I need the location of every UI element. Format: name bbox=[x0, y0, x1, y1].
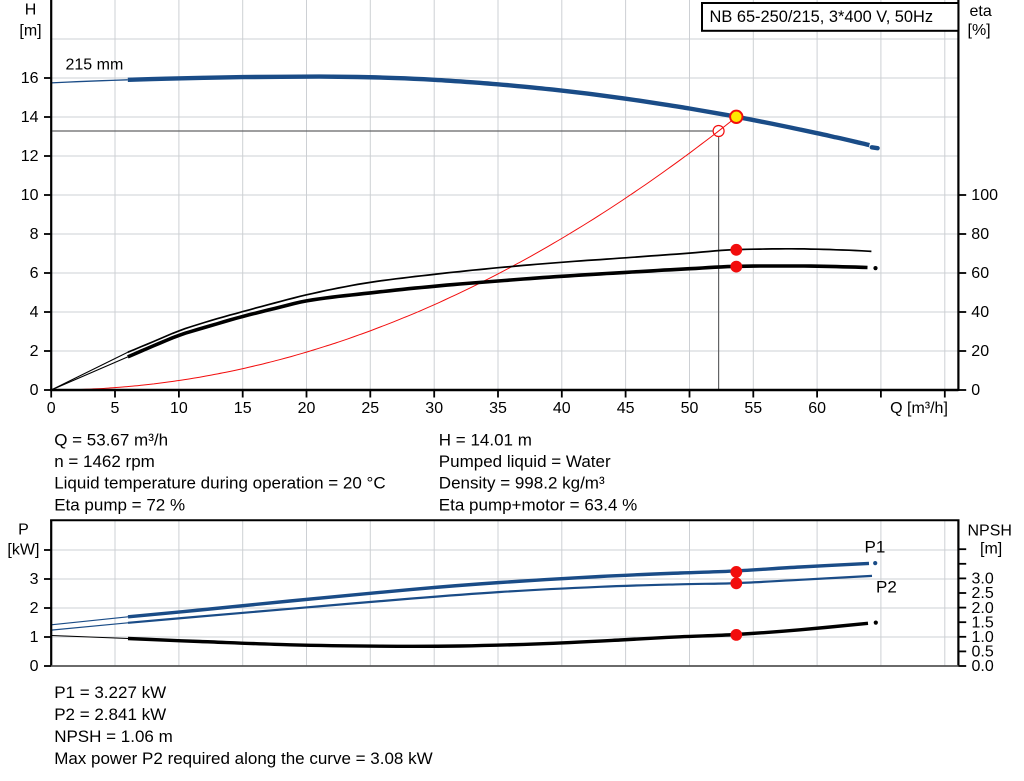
svg-text:[kW]: [kW] bbox=[7, 542, 39, 559]
svg-text:40: 40 bbox=[553, 400, 571, 417]
svg-text:H = 14.01 m: H = 14.01 m bbox=[439, 430, 532, 449]
svg-text:3.0: 3.0 bbox=[972, 571, 994, 588]
svg-text:30: 30 bbox=[425, 400, 443, 417]
svg-text:Liquid temperature during oper: Liquid temperature during operation = 20… bbox=[54, 474, 385, 493]
svg-text:2: 2 bbox=[30, 343, 39, 360]
svg-text:P1 = 3.227 kW: P1 = 3.227 kW bbox=[54, 683, 166, 702]
svg-text:5: 5 bbox=[111, 400, 120, 417]
svg-text:0.5: 0.5 bbox=[972, 644, 994, 661]
svg-text:8: 8 bbox=[30, 226, 39, 243]
svg-text:50: 50 bbox=[681, 400, 699, 417]
svg-text:100: 100 bbox=[971, 187, 998, 204]
svg-text:2: 2 bbox=[30, 600, 39, 617]
svg-text:NPSH = 1.06 m: NPSH = 1.06 m bbox=[54, 727, 173, 746]
svg-text:15: 15 bbox=[234, 400, 252, 417]
svg-text:20: 20 bbox=[971, 343, 989, 360]
svg-text:[%]: [%] bbox=[968, 22, 991, 39]
svg-text:0: 0 bbox=[47, 400, 56, 417]
svg-text:[m]: [m] bbox=[19, 23, 41, 40]
svg-text:Eta pump+motor = 63.4 %: Eta pump+motor = 63.4 % bbox=[439, 495, 637, 514]
svg-text:0: 0 bbox=[30, 382, 39, 399]
svg-text:Density = 998.2 kg/m³: Density = 998.2 kg/m³ bbox=[439, 474, 605, 493]
svg-text:4: 4 bbox=[30, 304, 39, 321]
svg-text:60: 60 bbox=[971, 265, 989, 282]
svg-text:40: 40 bbox=[971, 304, 989, 321]
svg-text:12: 12 bbox=[21, 148, 39, 165]
svg-text:0: 0 bbox=[971, 382, 980, 399]
svg-text:2.0: 2.0 bbox=[972, 600, 994, 617]
svg-text:3: 3 bbox=[30, 571, 39, 588]
svg-text:1.5: 1.5 bbox=[972, 614, 994, 631]
svg-text:2.5: 2.5 bbox=[972, 585, 994, 602]
svg-text:80: 80 bbox=[971, 226, 989, 243]
svg-text:Q = 53.67 m³/h: Q = 53.67 m³/h bbox=[54, 430, 168, 449]
svg-text:1: 1 bbox=[30, 629, 39, 646]
svg-text:55: 55 bbox=[744, 400, 762, 417]
svg-text:Pumped liquid = Water: Pumped liquid = Water bbox=[439, 452, 611, 471]
svg-text:P2 = 2.841 kW: P2 = 2.841 kW bbox=[54, 705, 166, 724]
svg-text:P: P bbox=[18, 522, 29, 539]
svg-text:Eta pump = 72 %: Eta pump = 72 % bbox=[54, 495, 185, 514]
svg-text:Q [m³/h]: Q [m³/h] bbox=[890, 400, 948, 417]
svg-text:25: 25 bbox=[361, 400, 379, 417]
svg-text:35: 35 bbox=[489, 400, 507, 417]
svg-text:6: 6 bbox=[30, 265, 39, 282]
svg-text:16: 16 bbox=[21, 70, 39, 87]
svg-text:10: 10 bbox=[21, 187, 39, 204]
svg-text:14: 14 bbox=[21, 109, 39, 126]
svg-text:215 mm: 215 mm bbox=[66, 57, 124, 74]
svg-text:0.0: 0.0 bbox=[972, 658, 994, 675]
svg-text:n = 1462 rpm: n = 1462 rpm bbox=[54, 452, 155, 471]
svg-text:NB 65-250/215, 3*400 V, 50Hz: NB 65-250/215, 3*400 V, 50Hz bbox=[710, 8, 934, 26]
svg-text:20: 20 bbox=[298, 400, 316, 417]
svg-text:60: 60 bbox=[808, 400, 826, 417]
svg-text:Max power P2 required along th: Max power P2 required along the curve = … bbox=[54, 749, 432, 768]
svg-text:10: 10 bbox=[170, 400, 188, 417]
svg-text:P1: P1 bbox=[865, 538, 886, 557]
svg-text:H: H bbox=[25, 2, 37, 19]
svg-text:[m]: [m] bbox=[980, 541, 1002, 558]
svg-text:1.0: 1.0 bbox=[972, 629, 994, 646]
svg-text:0: 0 bbox=[30, 658, 39, 675]
svg-text:NPSH: NPSH bbox=[968, 523, 1012, 540]
svg-text:45: 45 bbox=[617, 400, 635, 417]
svg-text:eta: eta bbox=[970, 3, 992, 20]
svg-text:P2: P2 bbox=[876, 578, 897, 597]
